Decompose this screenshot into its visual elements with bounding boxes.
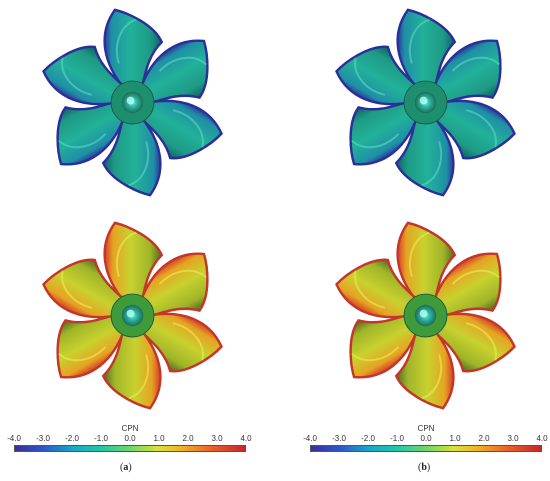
colorbar-tick: 1.0 — [449, 434, 461, 443]
propeller-blade — [139, 39, 209, 105]
colorbar-tick: -1.0 — [390, 434, 404, 443]
colorbar-tick: -3.0 — [36, 434, 50, 443]
propeller-bottom-right — [335, 221, 516, 410]
colorbar-tick: 3.0 — [211, 434, 223, 443]
propeller-blade — [432, 39, 502, 105]
propeller-top-left — [42, 8, 223, 197]
colorbar-tick: -3.0 — [332, 434, 346, 443]
colorbar-title: CPN — [417, 424, 435, 433]
propeller-blade — [42, 45, 126, 106]
colorbar-tick: 0.0 — [420, 434, 432, 443]
propeller-top-right — [335, 8, 516, 197]
propeller-blade — [139, 312, 223, 373]
propeller-blade — [103, 221, 164, 304]
propeller-blade — [396, 221, 457, 304]
caption-b: (b) — [418, 462, 431, 473]
colorbar-tick: -4.0 — [7, 434, 21, 443]
colorbar-tick: 2.0 — [478, 434, 490, 443]
propeller-blade — [349, 100, 419, 166]
colorbar-gradient — [310, 445, 542, 452]
colorbar-tick: 0.0 — [124, 434, 136, 443]
colorbar-title: CPN — [121, 424, 139, 433]
caption-a: (a) — [120, 462, 132, 473]
colorbar-tick: -1.0 — [94, 434, 108, 443]
colorbar-tick: 2.0 — [182, 434, 194, 443]
propeller-blade — [103, 8, 164, 91]
colorbar-tick: 4.0 — [240, 434, 252, 443]
propeller-blade — [101, 327, 162, 410]
propeller-blade — [394, 327, 455, 410]
colorbar-tick: 3.0 — [507, 434, 519, 443]
propeller-bottom-left — [42, 221, 223, 410]
propeller-blade — [394, 114, 455, 197]
propeller-blade — [139, 252, 209, 318]
colorbar-tick: 1.0 — [153, 434, 165, 443]
colorbar-tick: -4.0 — [303, 434, 317, 443]
propeller-blade — [432, 99, 516, 160]
colorbar-tick: -2.0 — [65, 434, 79, 443]
propeller-blade — [42, 258, 126, 319]
colorbar-a: CPN -4.0 -3.0 -2.0 -1.0 0.0 1.0 2.0 3.0 … — [7, 424, 252, 456]
propeller-blade — [396, 8, 457, 91]
propeller-blade — [56, 313, 126, 379]
propeller-blade — [349, 313, 419, 379]
propeller-blade — [139, 99, 223, 160]
colorbar-gradient — [14, 445, 246, 452]
propeller-blade — [101, 114, 162, 197]
colorbar-tick: 4.0 — [536, 434, 548, 443]
propeller-blade — [56, 100, 126, 166]
propeller-blade — [335, 45, 419, 106]
propeller-blade — [335, 258, 419, 319]
colorbar-b: CPN -4.0 -3.0 -2.0 -1.0 0.0 1.0 2.0 3.0 … — [303, 424, 548, 456]
propeller-blade — [432, 252, 502, 318]
propeller-blade — [432, 312, 516, 373]
colorbar-tick: -2.0 — [361, 434, 375, 443]
